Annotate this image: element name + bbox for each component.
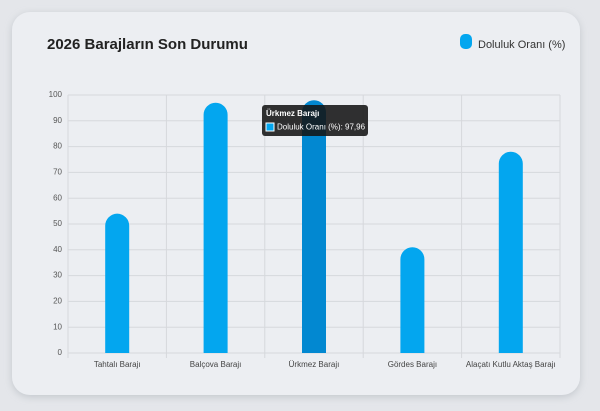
- bar: [105, 213, 130, 353]
- card: [12, 12, 580, 395]
- x-tick-label: Ürkmez Barajı: [289, 360, 340, 369]
- y-tick-label: 20: [53, 297, 62, 306]
- y-tick-label: 10: [53, 322, 62, 331]
- bar: [498, 151, 523, 353]
- y-tick-label: 80: [53, 142, 62, 151]
- legend-swatch: [460, 34, 472, 49]
- chart-title: 2026 Barajların Son Durumu: [47, 36, 248, 53]
- bar: [302, 100, 326, 353]
- y-tick-label: 90: [53, 116, 62, 125]
- tooltip-swatch: [265, 122, 275, 132]
- y-tick-label: 0: [58, 348, 63, 357]
- y-tick-label: 40: [53, 245, 62, 254]
- x-tick-label: Gördes Barajı: [388, 360, 437, 369]
- y-tick-label: 50: [53, 219, 62, 228]
- y-tick-label: 100: [49, 90, 63, 99]
- y-tick-label: 60: [53, 193, 62, 202]
- x-tick-label: Tahtalı Barajı: [94, 360, 141, 369]
- bar: [400, 247, 425, 353]
- tooltip-box: [262, 105, 368, 136]
- x-tick-label: Alaçatı Kutlu Aktaş Barajı: [466, 360, 556, 369]
- y-tick-label: 70: [53, 168, 62, 177]
- tooltip-label: Doluluk Oranı (%): 97,96: [277, 123, 366, 132]
- bar: [203, 102, 228, 354]
- tooltip-title: Ürkmez Barajı: [266, 109, 319, 118]
- x-tick-label: Balçova Barajı: [190, 360, 242, 369]
- y-tick-label: 30: [53, 271, 62, 280]
- legend-label: Doluluk Oranı (%): [478, 39, 565, 51]
